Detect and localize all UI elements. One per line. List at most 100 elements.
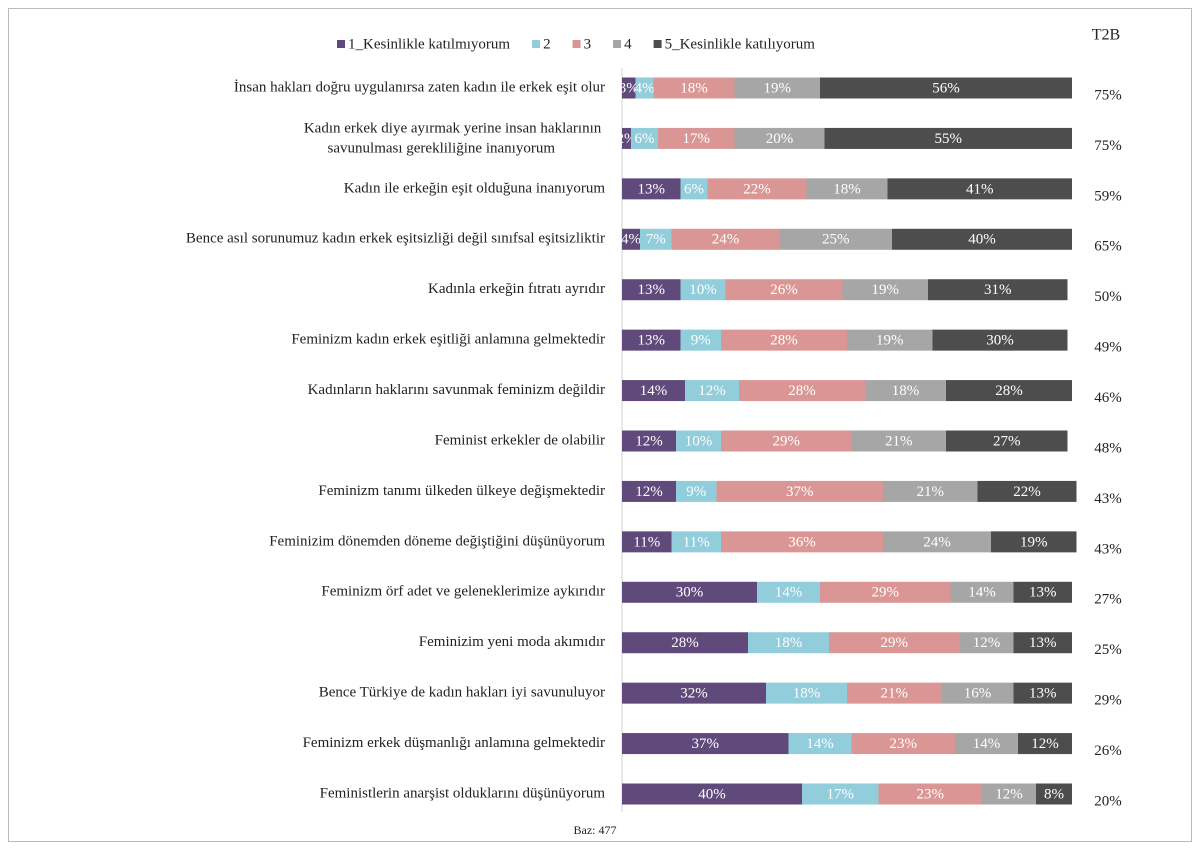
bar-segment — [1036, 783, 1072, 805]
legend-label: 2 — [543, 36, 551, 52]
data-label: 18% — [680, 80, 708, 96]
bar-segment — [622, 279, 681, 301]
data-label: 30% — [676, 585, 704, 601]
data-label: 14% — [973, 736, 1001, 752]
data-label: 10% — [689, 282, 717, 298]
legend-label: 3 — [584, 36, 592, 52]
bar-segment — [820, 581, 951, 603]
bar-segment — [716, 480, 883, 502]
bar-segment — [721, 531, 883, 553]
data-label: 19% — [872, 282, 900, 298]
data-label: 14% — [775, 585, 803, 601]
category-label: Kadınların haklarını savunmak feminizm d… — [308, 382, 605, 398]
bar-segment — [622, 77, 636, 99]
data-label: 29% — [872, 585, 900, 601]
bar-segment — [653, 77, 735, 99]
bar-segment — [721, 430, 852, 452]
data-label: 28% — [671, 635, 699, 651]
t2b-label: 49% — [1094, 340, 1122, 356]
bar-segment — [622, 380, 685, 402]
bar-segment — [680, 178, 708, 200]
bar-segment — [779, 228, 892, 250]
data-label: 13% — [638, 181, 666, 197]
bar-segment — [685, 380, 739, 402]
data-label: 29% — [773, 433, 801, 449]
bar-segment — [725, 279, 843, 301]
data-label: 8% — [1044, 786, 1064, 802]
bar-segment — [640, 228, 672, 250]
data-label: 13% — [1029, 686, 1057, 702]
category-label: Feminizm erkek düşmanlığı anlamına gelme… — [303, 735, 605, 751]
bar-segment — [734, 77, 820, 99]
data-label: 13% — [1029, 585, 1057, 601]
bar-segment — [1013, 632, 1072, 654]
data-label: 19% — [764, 80, 792, 96]
category-label: Feministlerin anarşist olduklarını düşün… — [320, 785, 606, 801]
data-label: 28% — [788, 383, 816, 399]
t2b-label: 43% — [1094, 541, 1122, 557]
bar-segment — [959, 632, 1014, 654]
bar-segment — [887, 178, 1072, 200]
data-label: 20% — [766, 131, 794, 147]
legend-swatch — [572, 40, 581, 48]
base-note: Baz: 477 — [574, 823, 617, 837]
data-label: 56% — [932, 80, 960, 96]
bar-segment — [766, 682, 847, 704]
bar-segment — [757, 581, 820, 603]
data-label: 12% — [973, 635, 1001, 651]
bar-segment — [671, 228, 780, 250]
t2b-label: 75% — [1094, 87, 1122, 103]
bar-segment — [622, 733, 789, 755]
category-label: Kadın ile erkeğin eşit olduğuna inanıyor… — [344, 180, 606, 196]
bar-segment — [676, 480, 717, 502]
bar-segment — [824, 127, 1072, 149]
data-label: 19% — [876, 333, 904, 349]
data-label: 12% — [995, 786, 1023, 802]
bar-segment — [865, 380, 946, 402]
data-label: 40% — [968, 232, 996, 248]
bar-segment — [622, 682, 766, 704]
bar-segment — [950, 581, 1014, 603]
data-label: 18% — [793, 686, 821, 702]
bar-segment — [622, 581, 757, 603]
bar-segment — [955, 733, 1018, 755]
data-label: 19% — [1020, 534, 1048, 550]
data-label: 12% — [698, 383, 726, 399]
bar-segment — [622, 480, 676, 502]
t2b-label: 46% — [1094, 390, 1122, 406]
data-label: 13% — [1029, 635, 1057, 651]
bar-segment — [622, 632, 748, 654]
category-label: Feminizim yeni moda akımıdır — [419, 634, 605, 650]
t2b-label: 27% — [1094, 592, 1122, 608]
category-label: Kadın erkek diye ayırmak yerine insan ha… — [304, 121, 605, 157]
bar-segment — [734, 127, 825, 149]
data-label: 30% — [986, 333, 1014, 349]
data-label: 18% — [892, 383, 920, 399]
bar-segment — [842, 279, 928, 301]
bar-segment — [977, 480, 1077, 502]
bar-segment — [721, 329, 847, 351]
data-label: 22% — [743, 181, 771, 197]
bar-segment — [676, 430, 721, 452]
data-label: 37% — [692, 736, 720, 752]
data-label: 13% — [638, 282, 666, 298]
data-label: 3% — [619, 80, 639, 96]
bar-segment — [991, 531, 1077, 553]
bar-segment — [847, 682, 942, 704]
data-label: 27% — [993, 433, 1021, 449]
data-label: 21% — [885, 433, 913, 449]
bar-segment — [946, 430, 1068, 452]
data-label: 21% — [881, 686, 909, 702]
data-label: 14% — [806, 736, 834, 752]
bar-segment — [671, 531, 721, 553]
legend-label: 5_Kesinlikle katılıyorum — [665, 36, 816, 52]
data-label: 32% — [680, 686, 708, 702]
t2b-label: 48% — [1094, 440, 1122, 456]
category-label: İnsan hakları doğru uygulanırsa zaten ka… — [234, 79, 605, 95]
legend-label: 4 — [624, 36, 632, 52]
data-label: 25% — [822, 232, 850, 248]
data-label: 22% — [1013, 484, 1041, 500]
bar-segment — [622, 228, 640, 250]
bar-segment — [622, 531, 672, 553]
data-label: 23% — [917, 786, 945, 802]
